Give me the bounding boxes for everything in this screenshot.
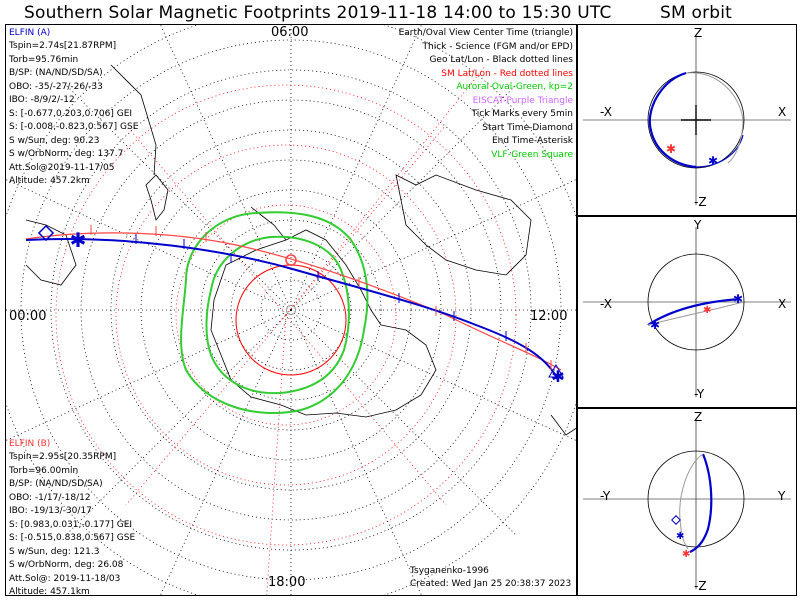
hour-label-right: 12:00 bbox=[530, 309, 568, 324]
orbit-panel-xz: ✱ ✱ Z -Z -X X bbox=[577, 24, 797, 216]
svg-text:✱: ✱ bbox=[650, 318, 660, 332]
elfin-b-line: S w/Sun, deg: 121.3 bbox=[9, 546, 100, 557]
elfin-b-line: S w/OrbNorm, deg: 26.08 bbox=[9, 560, 124, 570]
elfin-b-line: S: [0.983,0.031,-0.177] GEI bbox=[9, 519, 133, 530]
orbit-panel-xy: ✱ ✱ ✱ Y -Y -X X bbox=[577, 216, 797, 408]
svg-text:✱: ✱ bbox=[682, 549, 690, 560]
legend-item: VLF-Green Square bbox=[491, 149, 573, 160]
new-zealand-coastline bbox=[550, 414, 576, 436]
elfin-a-line: Att.Sol@2019-11-17/05 bbox=[9, 162, 115, 173]
elfin-a-line: IBO: -8/9/2/-12 bbox=[9, 95, 75, 105]
model-label: Tsyganenko-1996 bbox=[410, 566, 489, 576]
yz-left-label: -Y bbox=[600, 489, 611, 503]
footprint-plot-panel: ✱ ✱ 06:00 00:00 12:00 18:00 ELFIN (A) Ts… bbox=[5, 24, 577, 597]
svg-text:✱: ✱ bbox=[703, 305, 711, 316]
antarctic-peninsula bbox=[250, 206, 287, 241]
legend-item: Earth/Oval View Center Time (triangle) bbox=[398, 28, 573, 38]
xz-top-label: Z bbox=[694, 26, 703, 40]
orbit-plot-yz: ✱ ✱ bbox=[583, 419, 791, 589]
created-label: Created: Wed Jan 25 20:38:37 2023 bbox=[410, 579, 572, 589]
svg-text:✱: ✱ bbox=[708, 154, 718, 168]
geo-lon-grid bbox=[6, 25, 576, 595]
legend-item: Tick Marks every 5min bbox=[471, 109, 573, 119]
elfin-b-line: B/SP: (NA/ND/SD/SA) bbox=[9, 479, 103, 489]
elfin-a-name: ELFIN (A) bbox=[9, 28, 51, 38]
xy-bottom-label: -Y bbox=[694, 387, 705, 401]
elfin-b-name: ELFIN (B) bbox=[9, 439, 51, 449]
australia-coastline bbox=[395, 174, 532, 276]
elfin-b-track bbox=[25, 232, 562, 371]
xz-bottom-label: -Z bbox=[694, 195, 707, 209]
elfin-b-line: Att.Sol@: 2019-11-18/03 bbox=[9, 573, 121, 584]
start-diamond-a bbox=[37, 224, 55, 242]
legend-item: EISCAT-Purple Triangle bbox=[472, 95, 573, 106]
yz-bottom-label: -Z bbox=[694, 579, 707, 593]
elfin-a-ticks bbox=[135, 234, 507, 341]
hour-label-bottom: 18:00 bbox=[268, 575, 306, 590]
footprint-plot: ✱ ✱ bbox=[6, 25, 576, 595]
xy-top-label: Y bbox=[694, 218, 702, 232]
auroral-oval-inner bbox=[205, 235, 350, 395]
elfin-a-info: Tspin=2.74s[21.87RPM] Torb=95.76min B/SP… bbox=[9, 40, 138, 189]
plot-title: Southern Solar Magnetic Footprints 2019-… bbox=[24, 3, 612, 23]
hour-label-top: 06:00 bbox=[271, 25, 309, 40]
elfin-b-line: Tspin=2.95s[20.35RPM] bbox=[9, 452, 117, 462]
elfin-a-line: S w/OrbNorm, deg: 137.7 bbox=[9, 149, 124, 159]
xz-right-label: X bbox=[778, 105, 787, 119]
svg-text:✱: ✱ bbox=[733, 292, 743, 306]
svg-text:✱: ✱ bbox=[676, 531, 684, 542]
elfin-a-line: OBO: -35/-27/-26/-33 bbox=[9, 81, 103, 92]
elfin-a-line: Altitude: 457.2km bbox=[9, 176, 90, 186]
hour-label-left: 00:00 bbox=[9, 309, 47, 324]
yz-top-label: Z bbox=[694, 410, 703, 424]
orbit-title: SM orbit bbox=[660, 3, 733, 23]
sm-grid bbox=[55, 64, 517, 595]
antarctica-coastline bbox=[210, 229, 437, 418]
xz-left-label: -X bbox=[600, 105, 612, 119]
orbit-plot-xy: ✱ ✱ ✱ bbox=[583, 227, 791, 397]
elfin-b-line: Altitude: 457.1km bbox=[9, 587, 90, 597]
elfin-b-line: OBO: -1/17/-18/12 bbox=[9, 492, 91, 503]
elfin-b-ticks bbox=[90, 225, 552, 370]
legend-item: Start Time-Diamond bbox=[482, 122, 573, 133]
xy-right-label: X bbox=[778, 297, 787, 311]
elfin-a-line: S: [-0.008,-0.823,0.567] GSE bbox=[9, 122, 139, 132]
svg-text:✱: ✱ bbox=[666, 142, 676, 156]
end-asterisk-a: ✱ bbox=[70, 228, 87, 252]
legend-item: Geo Lat/Lon - Black dotted lines bbox=[429, 55, 573, 65]
elfin-b-line: IBO: -19/13/-30/17 bbox=[9, 506, 92, 516]
africa-coastline bbox=[25, 219, 77, 286]
elfin-a-line: Tspin=2.74s[21.87RPM] bbox=[9, 41, 117, 51]
elfin-a-line: S: [-0.677,0.203,0.706] GEI bbox=[9, 108, 133, 119]
elfin-b-line: S: [-0.515,0.838,0.567] GSE bbox=[9, 533, 136, 543]
elfin-a-track bbox=[25, 238, 559, 381]
elfin-b-line: Torb=96.00min bbox=[9, 465, 79, 476]
view-center-triangle bbox=[548, 364, 564, 378]
xy-left-label: -X bbox=[600, 297, 612, 311]
auroral-oval-outer bbox=[180, 211, 369, 414]
elfin-a-line: S w/Sun, deg: 90.23 bbox=[9, 135, 100, 146]
orbit-panel-yz: ✱ ✱ Z -Z -Y Y bbox=[577, 408, 797, 596]
elfin-b-info: Tspin=2.95s[20.35RPM] Torb=96.00min B/SP… bbox=[9, 451, 135, 600]
legend: Earth/Oval View Center Time (triangle) T… bbox=[399, 27, 573, 162]
legend-item: SM Lat/Lon - Red dotted lines bbox=[441, 68, 573, 79]
legend-item: End Time-Asterisk bbox=[491, 136, 573, 146]
yz-right-label: Y bbox=[778, 489, 786, 503]
legend-item: Thick - Science (FGM and/or EPD) bbox=[422, 41, 573, 52]
orbit-plot-xz: ✱ ✱ bbox=[583, 35, 791, 205]
south-america-coastline bbox=[110, 64, 169, 221]
elfin-a-line: Torb=95.76min bbox=[9, 54, 79, 65]
elfin-a-line: B/SP: (NA/ND/SD/SA) bbox=[9, 68, 103, 78]
legend-item: Auroral Oval-Green, kp=2 bbox=[456, 82, 573, 92]
eiscat-marker bbox=[285, 254, 297, 266]
